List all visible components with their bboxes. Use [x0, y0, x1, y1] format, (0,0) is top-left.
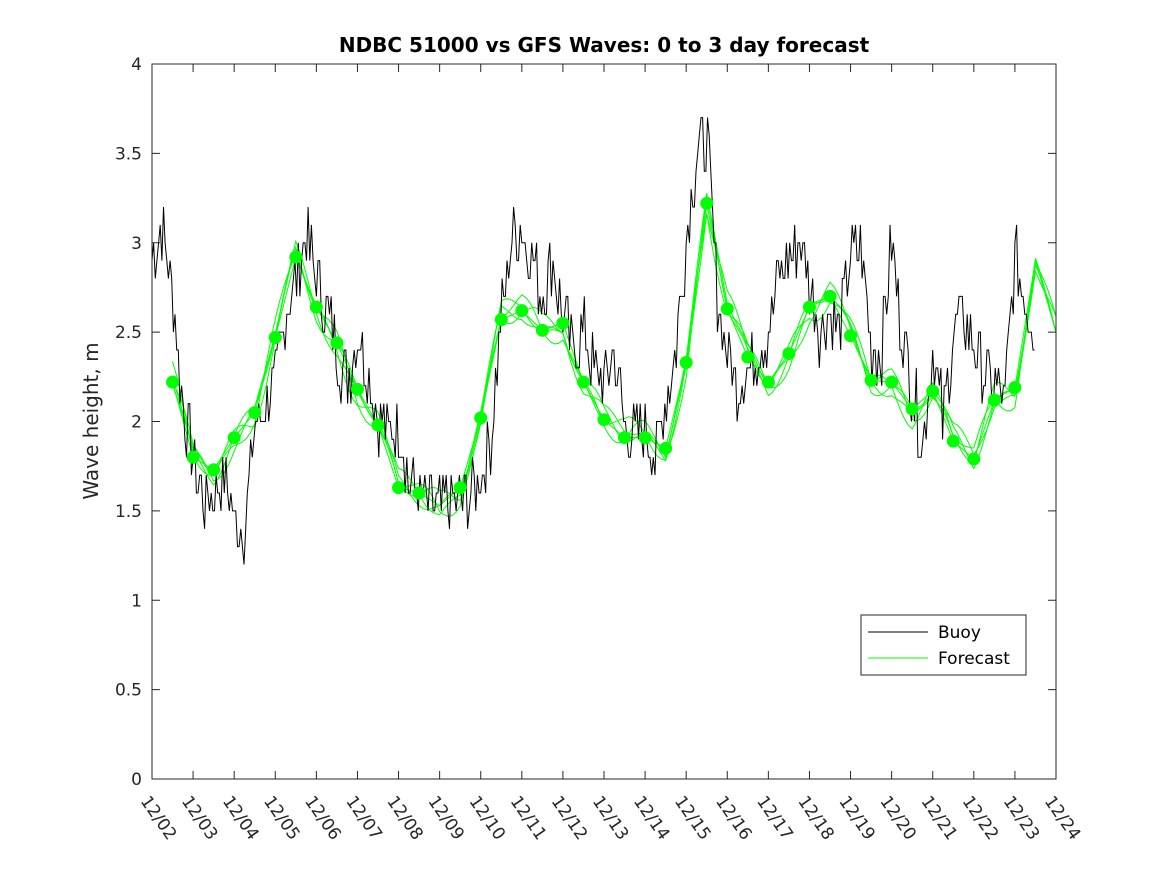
legend-box [860, 614, 1027, 676]
forecast-marker [844, 329, 858, 343]
forecast-marker [823, 289, 837, 303]
legend: Buoy Forecast [860, 614, 1027, 676]
forecast-marker [659, 441, 673, 455]
forecast-marker [967, 452, 981, 466]
y-tick-label: 4 [131, 55, 142, 75]
forecast-marker [330, 336, 344, 350]
forecast-marker [248, 406, 262, 420]
forecast-marker [207, 463, 221, 477]
forecast-marker [1008, 381, 1022, 395]
y-tick-label: 1.5 [115, 502, 142, 522]
buoy-line [151, 117, 1035, 565]
forecast-marker [309, 300, 323, 314]
forecast-marker [720, 302, 734, 316]
forecast-marker [289, 250, 303, 264]
forecast-marker [741, 350, 755, 364]
forecast-marker [700, 196, 714, 210]
y-tick-label: 3.5 [115, 144, 142, 164]
y-tick-label: 1 [131, 591, 142, 611]
forecast-marker [515, 304, 529, 318]
buoy-line-group [151, 117, 1035, 565]
forecast-marker [802, 300, 816, 314]
forecast-marker [535, 323, 549, 337]
forecast-marker [864, 373, 878, 387]
forecast-marker [761, 375, 775, 389]
forecast-marker [556, 316, 570, 330]
y-tick-label: 2.5 [115, 323, 142, 343]
forecast-marker [576, 375, 590, 389]
forecast-marker [412, 486, 426, 500]
forecast-marker [186, 450, 200, 464]
forecast-marker [474, 411, 488, 425]
y-tick-label: 0.5 [115, 681, 142, 701]
forecast-marker [392, 481, 406, 495]
forecast-marker [227, 431, 241, 445]
forecast-marker [987, 393, 1001, 407]
forecast-marker [638, 431, 652, 445]
forecast-marker [679, 356, 693, 370]
forecast-marker [618, 431, 632, 445]
chart-title: NDBC 51000 vs GFS Waves: 0 to 3 day fore… [339, 33, 870, 57]
forecast-marker [946, 434, 960, 448]
y-axis-label: Wave height, m [79, 342, 103, 499]
forecast-ensemble-line [172, 193, 1057, 511]
legend-buoy-label: Buoy [938, 623, 981, 643]
forecast-marker [453, 481, 467, 495]
forecast-markers [166, 196, 1022, 500]
forecast-marker [268, 330, 282, 344]
forecast-marker [494, 313, 508, 327]
legend-forecast-label: Forecast [938, 649, 1010, 669]
y-tick-label: 3 [131, 234, 142, 254]
y-axis-ticks: 0 0.5 1 1.5 2 2.5 3 3.5 4 [115, 55, 1056, 790]
y-tick-label: 0 [131, 770, 142, 790]
forecast-marker [782, 347, 796, 361]
forecast-marker [371, 418, 385, 432]
y-tick-label: 2 [131, 413, 142, 433]
forecast-marker [885, 375, 899, 389]
forecast-marker [926, 384, 940, 398]
forecast-marker [597, 413, 611, 427]
forecast-marker [350, 382, 364, 396]
forecast-marker [166, 375, 180, 389]
forecast-marker [905, 402, 919, 416]
